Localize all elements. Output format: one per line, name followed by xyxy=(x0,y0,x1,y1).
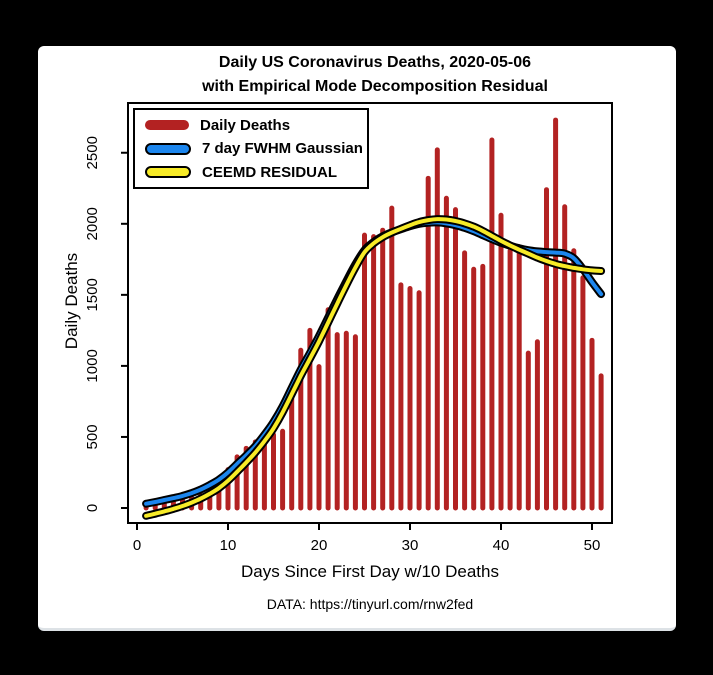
y-tick-label: 1500 xyxy=(84,278,101,311)
x-tick-label: 40 xyxy=(493,537,510,554)
ceemd-swatch-icon xyxy=(145,166,191,178)
plot-border xyxy=(127,102,613,524)
y-tick-label: 500 xyxy=(84,424,101,449)
ceemd-residual-curve xyxy=(144,217,604,518)
legend-label-gaussian: 7 day FWHM Gaussian xyxy=(202,140,363,157)
x-tick-label: 20 xyxy=(311,537,328,554)
chart-title: Daily US Coronavirus Deaths, 2020-05-06 … xyxy=(128,51,622,99)
x-tick-label: 0 xyxy=(133,537,141,554)
y-tick-label: 2000 xyxy=(84,207,101,240)
x-tick-label: 10 xyxy=(220,537,237,554)
y-tick-label: 2500 xyxy=(84,136,101,169)
x-tick-label: 30 xyxy=(402,537,419,554)
legend-item-gaussian: 7 day FWHM Gaussian xyxy=(145,140,367,157)
legend: Daily Deaths 7 day FWHM Gaussian CEEMD R… xyxy=(133,108,369,189)
figure-card: Daily US Coronavirus Deaths, 2020-05-06 … xyxy=(38,46,676,631)
x-tick-label: 50 xyxy=(584,537,601,554)
legend-label-daily-deaths: Daily Deaths xyxy=(200,116,291,134)
y-tick-label: 0 xyxy=(84,504,101,512)
chart-title-line1: Daily US Coronavirus Deaths, 2020-05-06 xyxy=(218,54,532,71)
legend-item-ceemd: CEEMD RESIDUAL xyxy=(145,164,367,181)
gaussian-swatch-icon xyxy=(145,142,191,155)
legend-label-ceemd: CEEMD RESIDUAL xyxy=(202,163,338,181)
data-source-caption: DATA: https://tinyurl.com/rnw2fed xyxy=(266,596,474,612)
x-axis-label: Days Since First Day w/10 Deaths xyxy=(241,562,499,581)
daily-deaths-swatch-icon xyxy=(145,120,189,130)
legend-item-daily-deaths: Daily Deaths xyxy=(145,117,367,134)
chart-title-line2: with Empirical Mode Decomposition Residu… xyxy=(202,78,548,95)
y-axis-label: Daily Deaths xyxy=(62,252,81,350)
y-tick-label: 1000 xyxy=(84,349,101,382)
